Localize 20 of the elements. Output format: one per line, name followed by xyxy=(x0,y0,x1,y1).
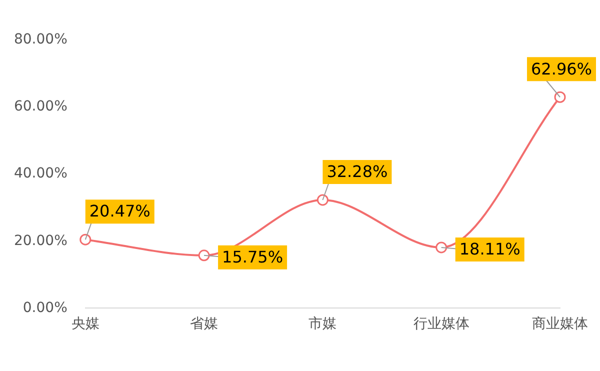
x-tick-label: 省媒 xyxy=(190,316,218,332)
x-tick-label: 商业媒体 xyxy=(532,316,588,332)
data-label: 15.75% xyxy=(222,248,284,267)
point xyxy=(316,194,328,206)
data-label: 18.11% xyxy=(459,240,520,259)
data-label: 32.28% xyxy=(326,162,388,182)
y-tick-label: 20.00% xyxy=(14,232,68,249)
point xyxy=(80,234,92,246)
y-tick-label: 60.00% xyxy=(14,98,68,115)
x-tick-label: 行业媒体 xyxy=(413,316,470,332)
point xyxy=(198,250,210,262)
x-tick-label: 市媒 xyxy=(308,316,337,332)
point xyxy=(554,91,566,103)
data-label: 62.96% xyxy=(530,59,592,78)
data-label: 20.47% xyxy=(89,202,150,221)
point xyxy=(436,242,448,254)
y-tick-label: 0.00% xyxy=(22,300,68,316)
y-tick-label: 40.00% xyxy=(14,166,68,182)
x-tick-label: 央媒 xyxy=(71,316,100,332)
y-tick-label: 80.00% xyxy=(14,32,68,48)
